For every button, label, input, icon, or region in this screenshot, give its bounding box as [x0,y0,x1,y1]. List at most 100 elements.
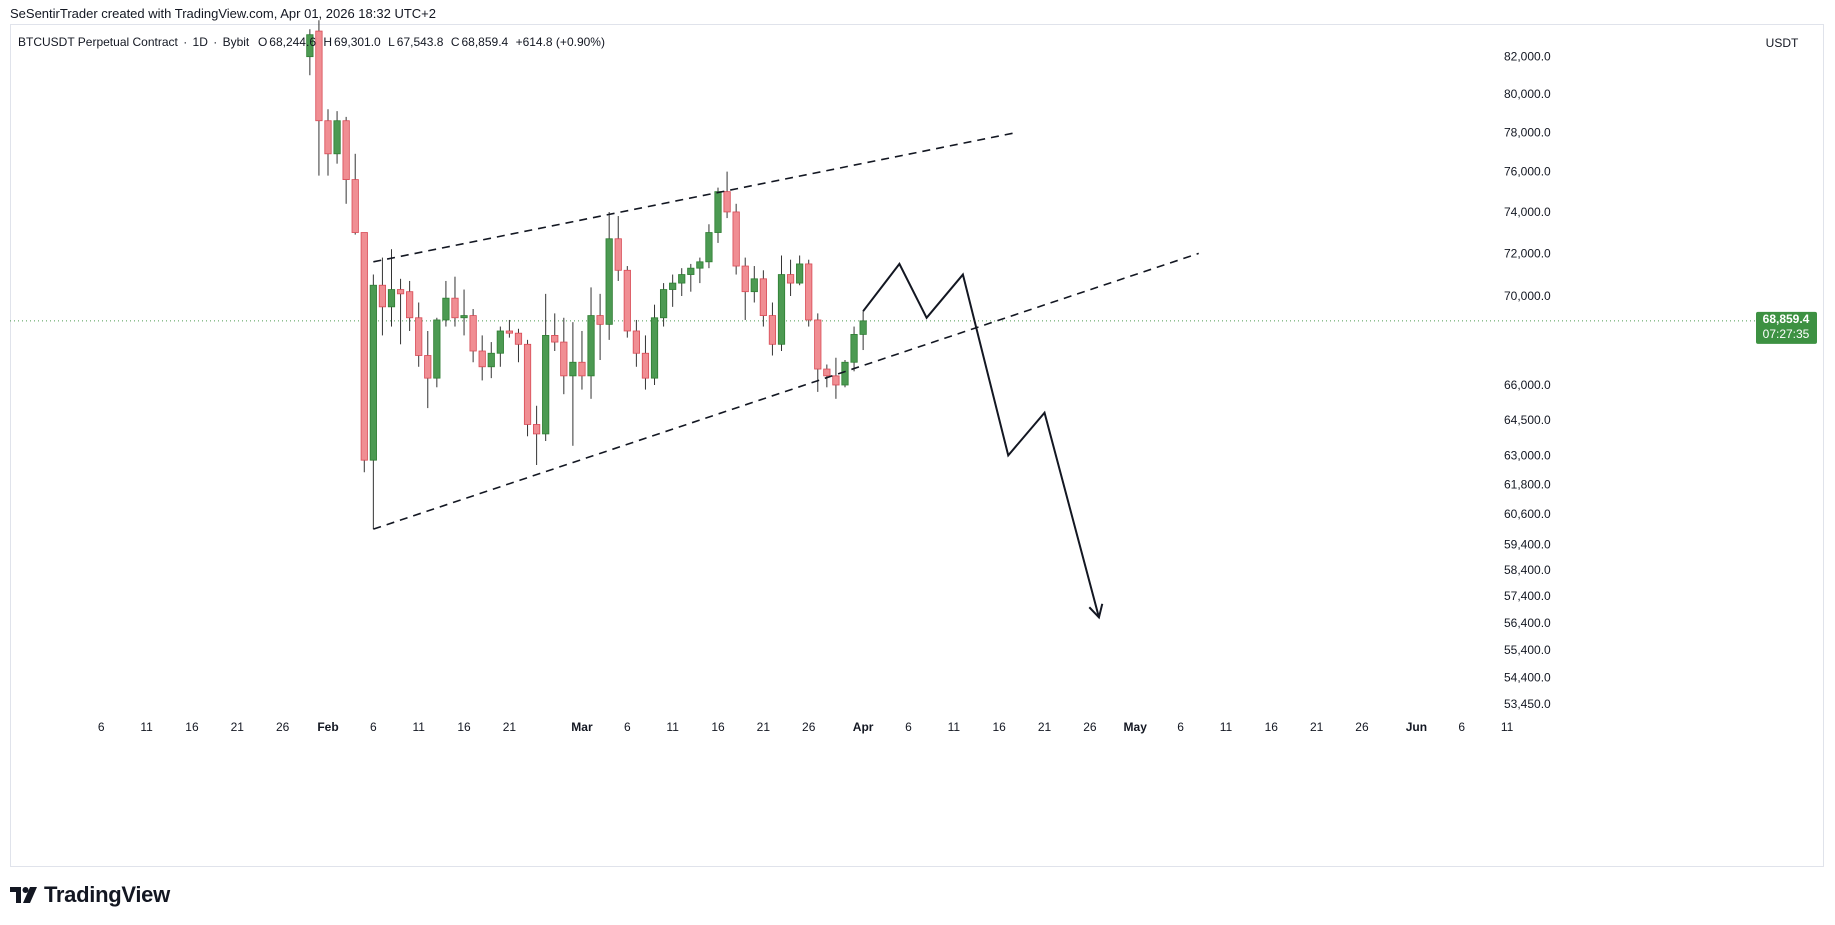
candle-body [514,332,523,345]
candle-up [841,359,849,388]
candle-body [315,30,323,122]
candle-body [333,120,341,155]
candle-body [841,361,849,386]
candle-down [823,364,831,388]
projection-arrowhead [1088,603,1104,620]
candle-up [850,326,858,372]
candle-body [451,297,459,319]
candle-up [433,317,441,388]
time-tick-label: May [1124,720,1148,734]
candle-down [814,313,822,392]
candle-body [823,368,831,377]
time-tick-label: Jun [1406,720,1427,734]
candle-down [786,259,795,296]
time-tick-label: 16 [711,720,725,734]
price-axis[interactable]: USDT 82,000.0 80,000.0 78,000.0 76,000.0 74,… [1504,36,1799,711]
candle-up [442,280,450,327]
current-price-label: 68,859.4 07:27:35 [1756,311,1817,344]
time-axis[interactable]: 6 11 16 21 26 Feb 6 11 16 21 Mar 6 11 16 21 26 Apr 6 11 16 2… [98,720,1514,734]
candle-body [650,317,659,379]
candle-body [523,343,532,425]
candle-down [533,405,541,465]
time-tick-label: 11 [1501,720,1514,734]
tradingview-logo[interactable]: TradingView [10,882,170,908]
price-tick-label: 53,450.0 [1504,697,1551,711]
candle-body [605,238,613,325]
price-tick-label: 58,400.0 [1504,563,1551,577]
chart-frame [10,24,1824,867]
time-tick-label: 6 [98,720,105,734]
candle-body [796,263,804,284]
candle-down [614,216,622,281]
candle-down [514,328,523,363]
upper-wedge-line[interactable] [373,131,1018,263]
time-tick-label: 16 [185,720,199,734]
time-tick-label: 6 [1458,720,1465,734]
candle-body [705,232,713,263]
candle-up [496,326,504,367]
price-tick-label: 70,000.0 [1504,289,1551,303]
time-tick-label: 21 [231,720,245,734]
candle-down [560,317,568,395]
projection-path[interactable] [862,262,1100,618]
current-price-value: 68,859.4 [1763,312,1810,326]
candle-down [315,20,323,176]
candle-up [387,249,396,327]
candle-body [351,179,359,233]
candle-down [478,335,486,381]
price-tick-label: 59,400.0 [1504,537,1551,551]
candle-body [632,330,640,354]
candle-body [460,315,468,319]
time-tick-label: 21 [503,720,517,734]
candle-down [741,257,749,320]
candle-up [777,255,786,352]
candle-down [632,319,640,367]
currency-label: USDT [1766,36,1799,50]
price-tick-label: 55,400.0 [1504,643,1551,657]
ohlc-high: H 69,301.0 [323,35,381,49]
symbol-legend[interactable]: BTCUSDT Perpetual Contract · 1D · Bybit … [18,35,607,49]
symbol-exchange: Bybit [222,35,250,49]
time-tick-label: 16 [457,720,471,734]
candle-body [687,267,695,275]
time-tick-label: Mar [571,720,593,734]
candle-down [623,266,631,338]
candle-up [605,211,613,340]
candle-down [469,309,477,363]
symbol-interval: 1D [192,35,208,49]
candle-body [786,274,795,284]
candle-body [487,352,495,368]
candle-up [678,268,686,296]
candle-body [659,289,668,319]
candle-body [741,265,749,293]
candle-body [623,269,631,332]
price-tick-label: 56,400.0 [1504,616,1551,630]
candle-body [587,315,595,377]
candle-up [687,263,695,292]
candle-body [387,289,396,308]
ohlc-open: O 68,244.6 [257,35,316,49]
candle-body [342,120,350,180]
candle-body [596,315,604,325]
trendlines[interactable] [373,131,1199,530]
chart-credit: SeSentirTrader created with TradingView.… [10,6,436,21]
time-tick-label: 6 [905,720,912,734]
current-price-badge [1756,311,1817,344]
candle-body [424,355,432,379]
symbol-sep-1: · [183,35,188,49]
bar-countdown: 07:27:35 [1763,327,1810,341]
candle-down [551,313,559,352]
lower-wedge-line[interactable] [373,252,1199,530]
price-tick-label: 76,000.0 [1504,165,1551,179]
candle-down [759,270,767,327]
candle-body [768,315,777,345]
time-tick-label: Apr [853,720,874,734]
candle-body [433,319,441,379]
price-tick-label: 64,500.0 [1504,413,1551,427]
price-tick-label: 54,400.0 [1504,670,1551,684]
ohlc-close: C 68,859.4 [450,35,509,49]
candle-down [505,319,514,338]
candle-body [560,341,568,377]
candle-body [469,315,477,352]
